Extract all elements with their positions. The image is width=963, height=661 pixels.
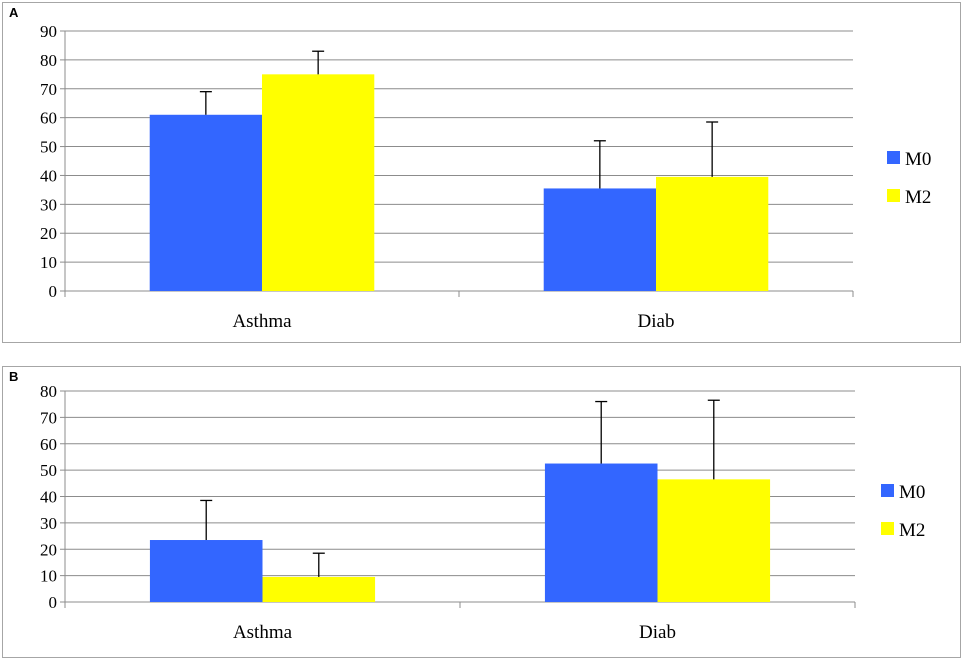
x-category-label: Asthma xyxy=(232,311,292,332)
legend-swatch-m2 xyxy=(887,189,900,202)
bar-m2-diab xyxy=(657,479,771,602)
y-tick-label: 30 xyxy=(40,195,57,214)
y-tick-label: 40 xyxy=(40,488,57,507)
bar-m0-diab xyxy=(544,463,658,602)
y-tick-label: 60 xyxy=(40,109,57,128)
legend-swatch-m0 xyxy=(881,484,894,497)
y-tick-label: 0 xyxy=(49,282,58,301)
y-tick-label: 50 xyxy=(40,138,57,157)
legend-label-m0: M0 xyxy=(899,482,925,503)
x-category-label: Diab xyxy=(639,622,676,643)
panel-label: B xyxy=(9,369,19,384)
y-tick-label: 10 xyxy=(40,567,57,586)
y-tick-label: 80 xyxy=(40,51,57,70)
bar-chart-b: 0 10 20 30 40 50 60 70 80 Asthma Diab M0 M2 xyxy=(40,382,925,643)
y-tick-label: 30 xyxy=(40,514,57,533)
y-tick-label: 60 xyxy=(40,435,57,454)
legend-label-m0: M0 xyxy=(905,149,931,170)
panel-label: A xyxy=(9,5,19,20)
bar-m2-asthma xyxy=(262,74,375,291)
legend-label-m2: M2 xyxy=(905,187,931,208)
legend-swatch-m0 xyxy=(887,151,900,164)
bar-chart-a: 0 10 20 30 40 50 60 70 80 90 Asthma Diab M0 M2 xyxy=(40,22,931,332)
y-tick-label: 0 xyxy=(49,593,58,612)
y-tick-label: 70 xyxy=(40,408,57,427)
bar-m2-diab xyxy=(656,176,769,291)
legend-swatch-m2 xyxy=(881,522,894,535)
y-tick-label: 40 xyxy=(40,166,57,185)
y-tick-label: 90 xyxy=(40,22,57,41)
y-tick-label: 10 xyxy=(40,253,57,272)
legend-label-m2: M2 xyxy=(899,520,925,541)
y-tick-label: 20 xyxy=(40,540,57,559)
bar-m0-asthma xyxy=(149,114,262,292)
y-tick-label: 70 xyxy=(40,80,57,99)
y-tick-label: 80 xyxy=(40,382,57,401)
x-category-label: Diab xyxy=(638,311,675,332)
chart-panel-b: B 0 10 20 30 40 50 60 70 80 Asthma Diab M0 M2 xyxy=(2,366,961,658)
x-category-label: Asthma xyxy=(233,622,293,643)
bar-m0-diab xyxy=(543,188,656,291)
chart-panel-a: A 0 10 20 30 40 50 60 70 80 90 Asthma Diab M0 M2 xyxy=(2,2,961,343)
y-tick-label: 50 xyxy=(40,461,57,480)
bar-m2-asthma xyxy=(262,576,376,602)
y-tick-label: 20 xyxy=(40,224,57,243)
bar-m0-asthma xyxy=(149,540,263,602)
